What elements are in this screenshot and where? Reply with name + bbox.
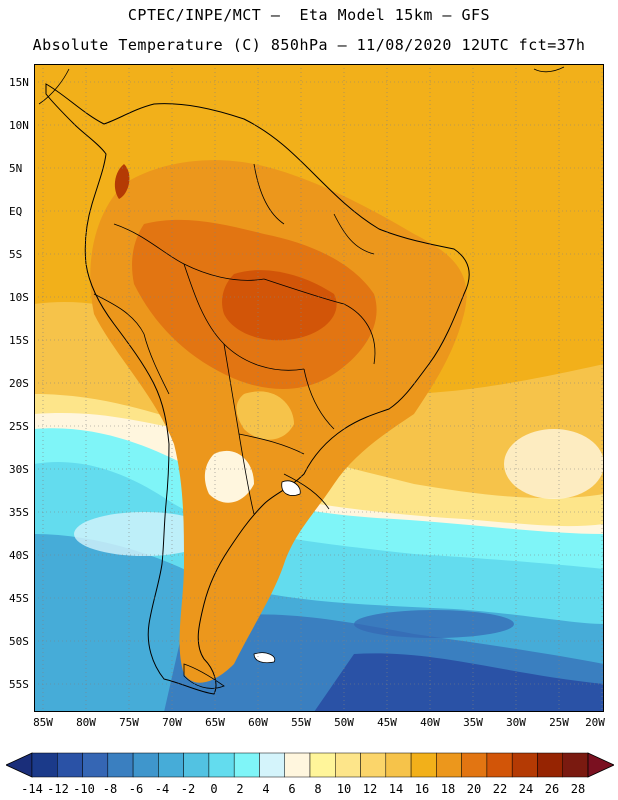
colorbar-label: 28 bbox=[570, 782, 586, 796]
colorbar-swatch bbox=[360, 752, 387, 778]
colorbar-swatch bbox=[233, 752, 260, 778]
lat-label: 50S bbox=[9, 635, 29, 648]
colorbar-swatch bbox=[309, 752, 336, 778]
colorbar-label: 24 bbox=[518, 782, 534, 796]
colorbar-label: 10 bbox=[336, 782, 352, 796]
lon-label: 40W bbox=[420, 716, 440, 729]
cold-pocket-atlantic bbox=[354, 610, 514, 638]
colorbar-swatch bbox=[511, 752, 538, 778]
colorbar-swatch bbox=[284, 752, 311, 778]
colorbar-swatch bbox=[107, 752, 134, 778]
colorbar-swatch bbox=[158, 752, 184, 778]
lat-label: 25S bbox=[9, 420, 29, 433]
colorbar-label: -12 bbox=[47, 782, 69, 796]
andes-hot-spot bbox=[114, 164, 130, 199]
colorbar-label: 8 bbox=[314, 782, 322, 796]
colorbar-label: 0 bbox=[210, 782, 218, 796]
colorbar-swatch bbox=[208, 752, 235, 778]
colorbar-label: 18 bbox=[440, 782, 456, 796]
lat-label: EQ bbox=[9, 205, 23, 218]
colorbar-swatch bbox=[461, 752, 488, 778]
colorbar-swatch bbox=[436, 752, 462, 778]
lat-label: 40S bbox=[9, 549, 29, 562]
band-neg12 bbox=[314, 653, 604, 712]
lon-label: 45W bbox=[377, 716, 397, 729]
chaco-cool-spot bbox=[236, 391, 294, 440]
lat-label: 5S bbox=[9, 248, 23, 261]
colorbar-label: 2 bbox=[236, 782, 244, 796]
colorbar-swatch bbox=[486, 752, 513, 778]
colorbar-label: -14 bbox=[21, 782, 43, 796]
colorbar-swatch bbox=[82, 752, 109, 778]
colorbar-label: 20 bbox=[466, 782, 482, 796]
lat-label: 55S bbox=[9, 678, 29, 691]
colorbar-swatch bbox=[537, 752, 563, 778]
colorbar-label: -8 bbox=[102, 782, 118, 796]
colorbar-min-arrow bbox=[6, 752, 33, 778]
colorbar-swatch bbox=[183, 752, 210, 778]
lon-label: 50W bbox=[334, 716, 354, 729]
falkland-islands bbox=[253, 652, 276, 664]
colorbar-label: 16 bbox=[414, 782, 430, 796]
colorbar-label: 22 bbox=[492, 782, 508, 796]
colorbar-label: 14 bbox=[388, 782, 404, 796]
south-america-coastline bbox=[45, 83, 470, 695]
lat-label: 35S bbox=[9, 506, 29, 519]
cool-pocket-pacific bbox=[74, 512, 214, 556]
colorbar bbox=[6, 752, 614, 778]
colorbar-label: 12 bbox=[362, 782, 378, 796]
map-title-line1: CPTEC/INPE/MCT – Eta Model 15km – GFS bbox=[127, 6, 491, 24]
colorbar-label: -4 bbox=[154, 782, 170, 796]
colorbar-swatch bbox=[562, 752, 589, 778]
lat-label: 45S bbox=[9, 592, 29, 605]
lon-label: 25W bbox=[549, 716, 569, 729]
lon-label: 35W bbox=[463, 716, 483, 729]
colorbar-swatch bbox=[410, 752, 437, 778]
colorbar-swatch bbox=[385, 752, 412, 778]
colorbar-label: 4 bbox=[262, 782, 270, 796]
tierra-del-fuego bbox=[183, 663, 225, 689]
lon-label: 60W bbox=[248, 716, 268, 729]
colorbar-label: 26 bbox=[544, 782, 560, 796]
rio-de-la-plata bbox=[281, 480, 301, 496]
colorbar-label: -10 bbox=[73, 782, 95, 796]
lat-label: 30S bbox=[9, 463, 29, 476]
lat-label: 10N bbox=[9, 119, 29, 132]
central-america-coast bbox=[38, 68, 70, 105]
lon-label: 80W bbox=[76, 716, 96, 729]
country-borders bbox=[93, 163, 376, 515]
colorbar-max-arrow bbox=[587, 752, 614, 778]
northern-argentina-cool bbox=[204, 450, 254, 503]
colorbar-swatch bbox=[132, 752, 159, 778]
lat-label: 5N bbox=[9, 162, 23, 175]
temperature-map bbox=[34, 64, 604, 712]
lon-label: 85W bbox=[33, 716, 53, 729]
lat-label: 15S bbox=[9, 334, 29, 347]
lat-label: 15N bbox=[9, 76, 29, 89]
lon-label: 70W bbox=[162, 716, 182, 729]
lat-label: 10S bbox=[9, 291, 29, 304]
colorbar-swatches bbox=[31, 752, 589, 778]
lon-label: 30W bbox=[506, 716, 526, 729]
warm-pocket-atlantic bbox=[504, 429, 604, 499]
colorbar-label: 6 bbox=[288, 782, 296, 796]
graticule bbox=[34, 64, 604, 712]
colorbar-label: -6 bbox=[128, 782, 144, 796]
colorbar-swatch bbox=[31, 752, 58, 778]
lat-label: 20S bbox=[9, 377, 29, 390]
colorbar-swatch bbox=[57, 752, 83, 778]
colorbar-swatch bbox=[259, 752, 285, 778]
lon-label: 75W bbox=[119, 716, 139, 729]
lon-label: 20W bbox=[585, 716, 605, 729]
continent-hottest-zone bbox=[222, 270, 337, 341]
map-title-line2: Absolute Temperature (C) 850hPa – 11/08/… bbox=[32, 36, 586, 54]
lon-label: 55W bbox=[291, 716, 311, 729]
colorbar-swatch bbox=[335, 752, 361, 778]
lon-label: 65W bbox=[205, 716, 225, 729]
caribbean-islands bbox=[533, 66, 565, 73]
map-border bbox=[34, 64, 604, 712]
colorbar-label: -2 bbox=[180, 782, 196, 796]
